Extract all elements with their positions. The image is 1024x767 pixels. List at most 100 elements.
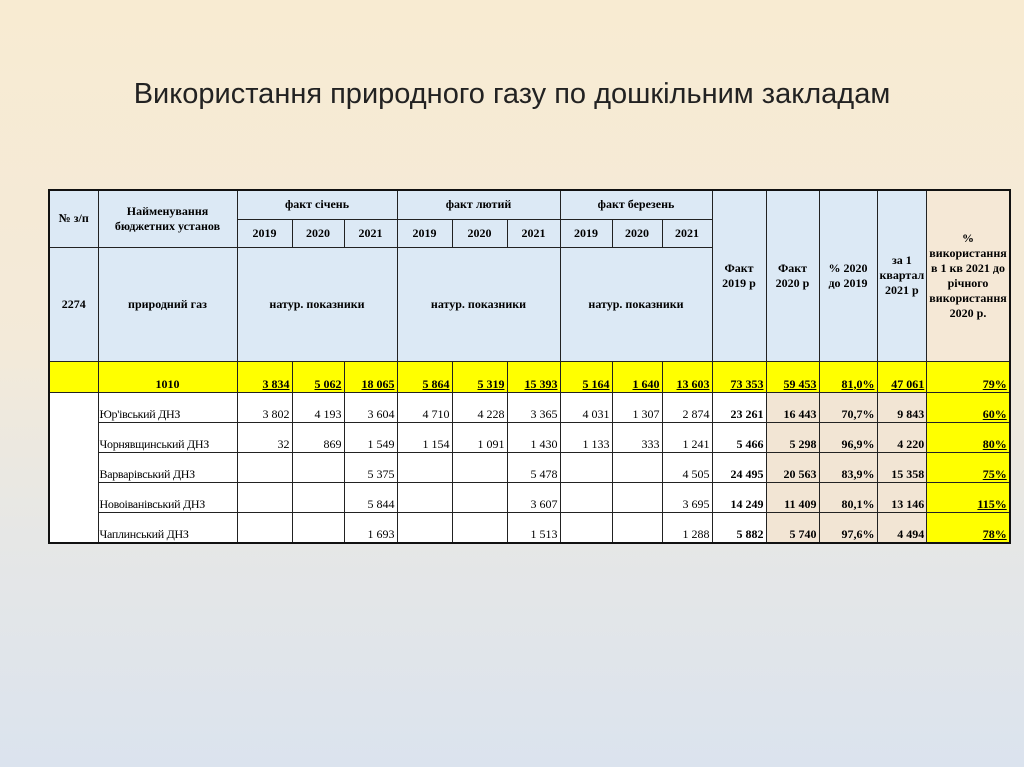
data-cell: 11 409 xyxy=(765,481,820,513)
institution-name: Чорнявщинський ДНЗ xyxy=(97,421,238,453)
data-cell: 3 802 xyxy=(236,391,293,423)
data-cell xyxy=(291,481,345,513)
total-code: 1010 xyxy=(97,360,238,393)
header-year: 2020 xyxy=(611,218,663,248)
total-cell: 81,0% xyxy=(818,360,878,393)
data-cell: 5 298 xyxy=(765,421,820,453)
units-jan: натур. показники xyxy=(236,246,398,362)
data-cell xyxy=(559,451,613,483)
total-cell: 47 061 xyxy=(876,360,928,393)
institution-name: Варварівський ДНЗ xyxy=(97,451,238,483)
data-cell: 1 307 xyxy=(611,391,663,423)
units-feb: натур. показники xyxy=(396,246,561,362)
table-row: Чаплинський ДНЗ 1 693 1 513 1 288 5 882 5 740… xyxy=(49,511,1011,543)
data-cell: 16 443 xyxy=(765,391,820,423)
data-cell xyxy=(559,511,613,543)
total-cell: 3 834 xyxy=(236,360,293,393)
header-q1: за 1 квартал 2021 р xyxy=(876,189,928,362)
header-month-feb: факт лютий xyxy=(396,189,561,220)
resource-code: 2274 xyxy=(48,246,99,362)
header-year: 2021 xyxy=(343,218,398,248)
data-cell xyxy=(451,511,508,543)
table-row: Новоіванівський ДНЗ 5 844 3 607 3 695 14 249… xyxy=(49,481,1011,513)
data-cell xyxy=(291,511,345,543)
header-year: 2021 xyxy=(506,218,561,248)
total-cell: 79% xyxy=(926,360,1011,393)
data-cell xyxy=(396,451,453,483)
data-cell: 20 563 xyxy=(765,451,820,483)
gas-usage-table: № з/п Найменування бюджетних установ фак… xyxy=(48,189,1011,544)
header-pct: % 2020 до 2019 xyxy=(818,189,878,362)
header-year: 2020 xyxy=(451,218,508,248)
data-cell: 4 220 xyxy=(876,421,928,453)
data-cell: 1 133 xyxy=(559,421,613,453)
total-cell: 73 353 xyxy=(711,360,767,393)
data-cell: 3 695 xyxy=(661,481,713,513)
total-cell: 1 640 xyxy=(611,360,663,393)
header-fact-2019: Факт 2019 р xyxy=(711,189,767,362)
data-cell: 78% xyxy=(926,511,1011,543)
data-cell: 869 xyxy=(291,421,345,453)
header-year: 2020 xyxy=(291,218,345,248)
slide-title: Використання природного газу по дошкільн… xyxy=(133,78,891,110)
table-row: Юр'івський ДНЗ 3 802 4 193 3 604 4 710 4 228 3… xyxy=(48,391,1011,543)
data-cell: 83,9% xyxy=(818,451,878,483)
data-cell: 1 091 xyxy=(451,421,508,453)
header-month-jan: факт січень xyxy=(236,189,398,220)
data-cell: 4 505 xyxy=(661,451,713,483)
data-cell: 3 365 xyxy=(506,391,561,423)
header-num: № з/п xyxy=(48,189,99,248)
data-cell xyxy=(236,451,293,483)
data-cell: 1 154 xyxy=(396,421,453,453)
data-cell xyxy=(396,511,453,543)
data-cell xyxy=(559,481,613,513)
data-cell: 23 261 xyxy=(711,391,767,423)
data-cell: 5 882 xyxy=(711,511,767,543)
total-cell: 5 164 xyxy=(559,360,613,393)
header-year: 2019 xyxy=(236,218,293,248)
header-year: 2019 xyxy=(396,218,453,248)
table-row: Варварівський ДНЗ 5 375 5 478 4 505 24 495 20… xyxy=(49,451,1011,483)
header-month-mar: факт березень xyxy=(559,189,713,220)
institution-name: Новоіванівський ДНЗ xyxy=(97,481,238,513)
total-cell: 15 393 xyxy=(506,360,561,393)
data-cell xyxy=(611,481,663,513)
units-mar: натур. показники xyxy=(559,246,713,362)
data-cell xyxy=(611,451,663,483)
total-cell: 5 062 xyxy=(291,360,345,393)
data-cell xyxy=(451,481,508,513)
data-cell: 1 430 xyxy=(506,421,561,453)
data-cell: 5 375 xyxy=(343,451,398,483)
data-cell: 5 844 xyxy=(343,481,398,513)
table-row-total: 1010 3 834 5 062 18 065 5 864 5 319 15 393 5 16… xyxy=(48,360,1011,393)
data-cell: 80% xyxy=(926,421,1011,453)
header-year: 2021 xyxy=(661,218,713,248)
header-share: % використання в 1 кв 2021 до річного ви… xyxy=(926,189,1011,362)
total-cell: 5 864 xyxy=(396,360,453,393)
total-cell: 18 065 xyxy=(343,360,398,393)
data-cell xyxy=(451,451,508,483)
data-cell: 2 874 xyxy=(661,391,713,423)
data-cell: 9 843 xyxy=(876,391,928,423)
data-cell: 5 466 xyxy=(711,421,767,453)
data-cell: 24 495 xyxy=(711,451,767,483)
total-cell: 13 603 xyxy=(661,360,713,393)
data-cell: 14 249 xyxy=(711,481,767,513)
data-cell: 1 513 xyxy=(506,511,561,543)
data-cell: 97,6% xyxy=(818,511,878,543)
data-cell: 80,1% xyxy=(818,481,878,513)
total-cell: 59 453 xyxy=(765,360,820,393)
data-cell: 96,9% xyxy=(818,421,878,453)
data-cell: 333 xyxy=(611,421,663,453)
total-num xyxy=(48,360,99,393)
data-cell: 32 xyxy=(236,421,293,453)
data-cell: 4 228 xyxy=(451,391,508,423)
data-cell: 115% xyxy=(926,481,1011,513)
institution-name: Чаплинський ДНЗ xyxy=(97,511,238,543)
data-cell: 13 146 xyxy=(876,481,928,513)
data-cell xyxy=(611,511,663,543)
data-cell: 5 478 xyxy=(506,451,561,483)
data-cell: 1 693 xyxy=(343,511,398,543)
data-cell xyxy=(291,451,345,483)
num-cell xyxy=(48,391,99,543)
